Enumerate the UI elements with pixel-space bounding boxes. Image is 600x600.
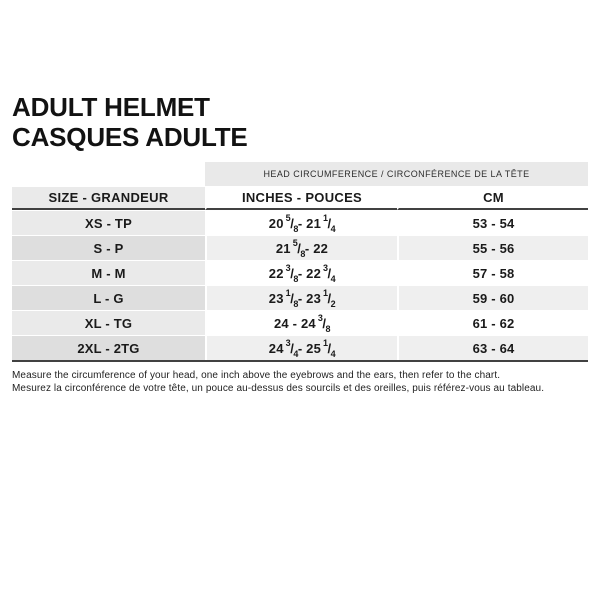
cell-size-row-4: L - G xyxy=(12,285,205,310)
cell-size-row-2: S - P xyxy=(12,235,205,260)
cell-size-row-6: 2XL - 2TG xyxy=(12,335,205,360)
cell-inches-row-6: 24 3/4 - 25 1/4 xyxy=(205,335,397,360)
col-header-size: SIZE - GRANDEUR xyxy=(12,186,205,210)
size-chart-table: HEAD CIRCUMFERENCE / CIRCONFÉRENCE DE LA… xyxy=(12,162,588,362)
col-header-cm: CM xyxy=(397,186,588,210)
cell-cm-row-4: 59 - 60 xyxy=(397,285,588,310)
cell-inches-row-5: 24 - 24 3/8 xyxy=(205,310,397,335)
cell-inches-row-1: 20 5/8 - 21 1/4 xyxy=(205,210,397,235)
measurement-note-fr: Mesurez la circonférence de votre tête, … xyxy=(12,383,545,394)
page-title: ADULT HELMET CASQUES ADULTE xyxy=(12,92,248,152)
circumference-span-header: HEAD CIRCUMFERENCE / CIRCONFÉRENCE DE LA… xyxy=(205,162,588,186)
cell-inches-row-4: 23 1/8 - 23 1/2 xyxy=(205,285,397,310)
page-title-fr: CASQUES ADULTE xyxy=(12,122,248,152)
cell-cm-row-2: 55 - 56 xyxy=(397,235,588,260)
col-header-inches: INCHES - POUCES xyxy=(205,186,397,210)
cell-cm-row-6: 63 - 64 xyxy=(397,335,588,360)
cell-inches-row-2: 21 5/8 - 22 xyxy=(205,235,397,260)
cell-size-row-3: M - M xyxy=(12,260,205,285)
cell-cm-row-3: 57 - 58 xyxy=(397,260,588,285)
cell-size-row-5: XL - TG xyxy=(12,310,205,335)
cell-size-row-1: XS - TP xyxy=(12,210,205,235)
band-spacer xyxy=(12,162,205,186)
cell-cm-row-5: 61 - 62 xyxy=(397,310,588,335)
measurement-note-en: Measure the circumference of your head, … xyxy=(12,370,501,381)
page-title-en: ADULT HELMET xyxy=(12,92,210,122)
measurement-note: Measure the circumference of your head, … xyxy=(12,369,590,395)
cell-inches-row-3: 22 3/8 - 22 3/4 xyxy=(205,260,397,285)
cell-cm-row-1: 53 - 54 xyxy=(397,210,588,235)
